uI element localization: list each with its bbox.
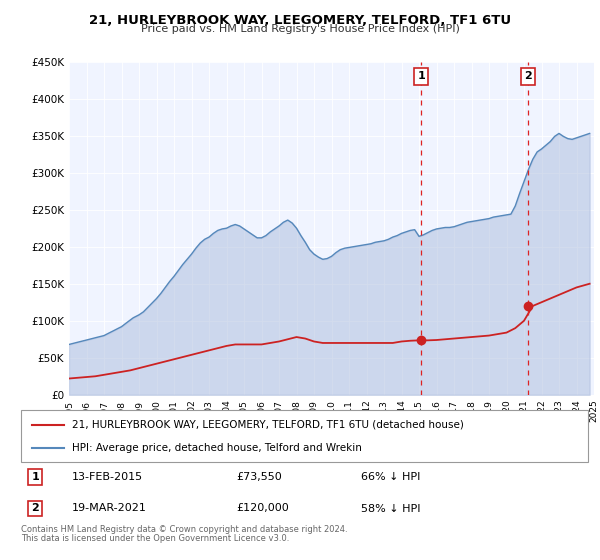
Text: 66% ↓ HPI: 66% ↓ HPI [361,472,421,482]
Text: This data is licensed under the Open Government Licence v3.0.: This data is licensed under the Open Gov… [21,534,289,543]
Text: 13-FEB-2015: 13-FEB-2015 [72,472,143,482]
Text: 2: 2 [524,72,532,81]
Text: 19-MAR-2021: 19-MAR-2021 [72,503,147,514]
Text: 58% ↓ HPI: 58% ↓ HPI [361,503,421,514]
Text: Contains HM Land Registry data © Crown copyright and database right 2024.: Contains HM Land Registry data © Crown c… [21,525,347,534]
Text: 2: 2 [31,503,39,514]
Text: HPI: Average price, detached house, Telford and Wrekin: HPI: Average price, detached house, Telf… [72,442,362,452]
Text: 1: 1 [417,72,425,81]
Text: £120,000: £120,000 [236,503,289,514]
Text: 21, HURLEYBROOK WAY, LEEGOMERY, TELFORD, TF1 6TU: 21, HURLEYBROOK WAY, LEEGOMERY, TELFORD,… [89,14,511,27]
Text: 1: 1 [31,472,39,482]
FancyBboxPatch shape [21,410,588,462]
Text: £73,550: £73,550 [236,472,282,482]
Text: Price paid vs. HM Land Registry's House Price Index (HPI): Price paid vs. HM Land Registry's House … [140,24,460,34]
Text: 21, HURLEYBROOK WAY, LEEGOMERY, TELFORD, TF1 6TU (detached house): 21, HURLEYBROOK WAY, LEEGOMERY, TELFORD,… [72,420,464,430]
